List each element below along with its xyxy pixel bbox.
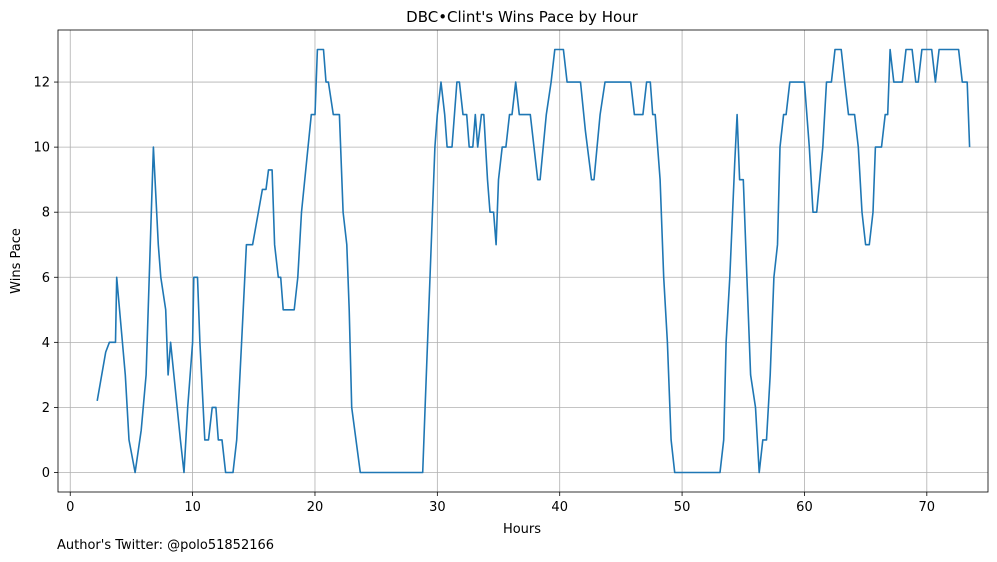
x-tick-label: 30 (429, 500, 446, 515)
y-tick-label: 12 (33, 76, 50, 91)
y-tick-label: 6 (42, 271, 50, 286)
plot-frame (57, 29, 989, 493)
y-tick-label: 10 (33, 141, 50, 156)
y-tick-label: 8 (42, 206, 50, 221)
x-tick-label: 60 (796, 500, 813, 515)
y-tick-label: 2 (42, 401, 50, 416)
series-line (96, 48, 971, 474)
y-axis-label: Wins Pace (9, 228, 24, 294)
series-layer (96, 48, 971, 474)
x-tick-label: 40 (551, 500, 568, 515)
y-tick-label: 4 (42, 336, 50, 351)
author-footnote: Author's Twitter: @polo51852166 (57, 538, 275, 553)
x-tick-label: 10 (184, 500, 201, 515)
x-axis-label: Hours (503, 522, 541, 537)
x-tick-label: 20 (307, 500, 324, 515)
x-tick-label: 70 (919, 500, 936, 515)
x-tick-label: 0 (66, 500, 74, 515)
y-tick-label: 0 (42, 466, 50, 481)
y-axis: 0 2 4 6 8 10 12 (33, 76, 58, 481)
x-tick-label: 50 (674, 500, 691, 515)
x-axis: 0 10 20 30 40 50 60 70 (66, 492, 935, 515)
grid (58, 30, 988, 492)
chart-title: DBC•Clint's Wins Pace by Hour (406, 8, 638, 26)
